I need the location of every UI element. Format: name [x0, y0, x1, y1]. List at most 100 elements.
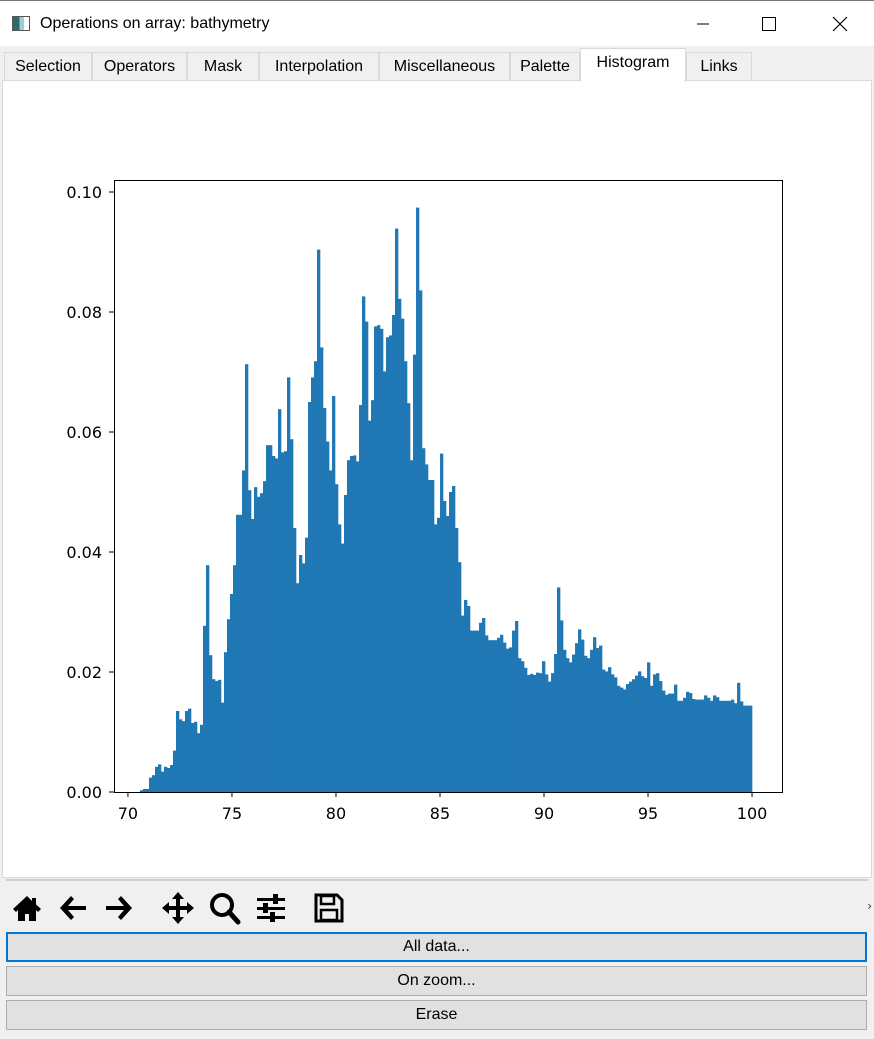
- histogram-bar: [479, 622, 483, 792]
- histogram-bar: [518, 658, 522, 792]
- save-button[interactable]: [312, 891, 346, 925]
- all-data-button[interactable]: All data...: [6, 932, 867, 962]
- histogram-bar: [683, 697, 687, 792]
- on-zoom-button[interactable]: On zoom...: [6, 966, 867, 996]
- histogram-bar: [236, 514, 240, 792]
- histogram-bar: [644, 678, 648, 792]
- histogram-bar: [608, 667, 612, 792]
- histogram-bar: [203, 625, 207, 792]
- histogram-bar: [176, 711, 180, 792]
- histogram-bar: [662, 690, 666, 792]
- configure-subplots-button[interactable]: [254, 891, 288, 925]
- histogram-bar: [212, 679, 216, 792]
- histogram-bar: [431, 480, 435, 792]
- tab-operators[interactable]: Operators: [92, 52, 187, 80]
- histogram-bar: [383, 371, 387, 792]
- histogram-bar: [440, 453, 444, 792]
- tab-links[interactable]: Links: [686, 52, 752, 80]
- histogram-bar: [443, 501, 447, 792]
- title-bar: Operations on array: bathymetry: [0, 0, 874, 46]
- histogram-bar: [734, 703, 738, 792]
- histogram-bar: [320, 347, 324, 792]
- histogram-bar: [746, 705, 750, 792]
- histogram-bar: [149, 777, 153, 792]
- histogram-bar: [404, 361, 408, 792]
- back-arrow-icon: [60, 896, 86, 920]
- histogram-bar: [551, 673, 555, 792]
- histogram-bar: [674, 684, 678, 792]
- tab-palette[interactable]: Palette: [510, 52, 580, 80]
- histogram-bar: [530, 673, 534, 792]
- tab-histogram[interactable]: Histogram: [580, 48, 686, 82]
- back-button[interactable]: [56, 891, 90, 925]
- home-button[interactable]: [10, 891, 44, 925]
- minimize-button[interactable]: [680, 1, 726, 47]
- histogram-bar: [512, 630, 516, 792]
- histogram-bar: [194, 721, 198, 792]
- histogram-bar: [605, 671, 609, 792]
- histogram-bar: [653, 674, 657, 792]
- tab-miscellaneous[interactable]: Miscellaneous: [379, 52, 510, 80]
- histogram-bar: [593, 637, 597, 792]
- histogram-bar: [515, 621, 519, 792]
- zoom-button[interactable]: [208, 891, 242, 925]
- histogram-bar: [635, 675, 639, 792]
- histogram-bar: [632, 679, 636, 792]
- tab-selection[interactable]: Selection: [4, 52, 92, 80]
- histogram-bar: [356, 461, 360, 792]
- tab-interpolation[interactable]: Interpolation: [259, 52, 379, 80]
- zoom-icon: [210, 893, 241, 925]
- histogram-bar: [365, 321, 369, 792]
- histogram-bar: [722, 700, 726, 792]
- close-button[interactable]: [817, 1, 863, 47]
- minimize-icon: [697, 23, 709, 25]
- histogram-bar: [737, 682, 741, 792]
- histogram-bar: [464, 600, 468, 792]
- maximize-button[interactable]: [746, 1, 792, 47]
- histogram-bar: [380, 328, 384, 792]
- histogram-bar: [281, 452, 285, 792]
- histogram-bar: [491, 640, 495, 792]
- histogram-bar: [389, 335, 393, 792]
- histogram-bar: [680, 700, 684, 792]
- histogram-bar: [368, 420, 372, 792]
- plot-toolbar: ›: [6, 879, 872, 933]
- histogram-chart[interactable]: 70 75 80 85 90 95 100 0.00 0.02 0.04 0.06 0.08 0.10: [0, 80, 874, 878]
- histogram-bar: [239, 514, 243, 792]
- histogram-bar: [224, 652, 228, 792]
- x-axis: 70 75 80 85 90 95 100: [118, 792, 767, 823]
- histogram-bar: [458, 562, 462, 792]
- erase-button[interactable]: Erase: [6, 1000, 867, 1030]
- histogram-bar: [359, 405, 363, 792]
- axes-frame: [114, 180, 783, 793]
- histogram-bar: [728, 700, 732, 792]
- toolbar-overflow-icon[interactable]: ›: [867, 899, 872, 913]
- histogram-bar: [587, 658, 591, 792]
- close-icon: [832, 16, 848, 32]
- forward-button[interactable]: [102, 891, 136, 925]
- histogram-bar: [563, 649, 567, 792]
- histogram-bar: [395, 228, 399, 793]
- tab-mask[interactable]: Mask: [187, 52, 259, 80]
- histogram-bar: [689, 693, 693, 792]
- histogram-bar: [392, 315, 396, 792]
- histogram-bar: [164, 766, 168, 792]
- histogram-bar: [698, 699, 702, 792]
- histogram-bar: [218, 679, 222, 792]
- histogram-bar: [446, 516, 450, 792]
- histogram-bar: [311, 377, 315, 792]
- histogram-bar: [299, 555, 303, 792]
- histogram-bar: [719, 700, 723, 792]
- histogram-bar: [701, 699, 705, 792]
- histogram-bar: [329, 470, 333, 792]
- histogram-bar: [659, 681, 663, 792]
- histogram-bar: [488, 640, 492, 792]
- histogram-bar: [566, 658, 570, 792]
- histogram-bar: [704, 695, 708, 792]
- histogram-bar: [713, 695, 717, 792]
- histogram-bar: [539, 673, 543, 792]
- pan-button[interactable]: [161, 891, 195, 925]
- histogram-bar: [371, 400, 375, 792]
- histogram-bar: [284, 451, 288, 792]
- histogram-bar: [614, 677, 618, 792]
